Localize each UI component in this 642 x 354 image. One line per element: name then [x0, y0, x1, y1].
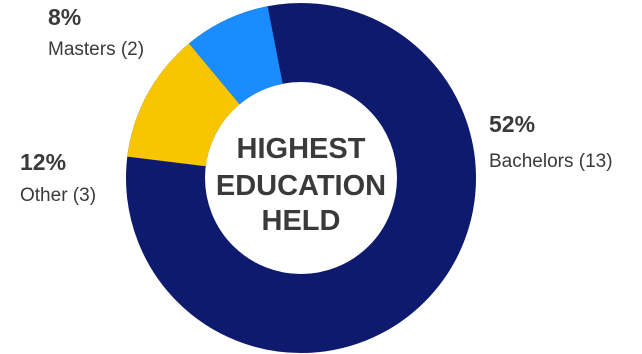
bachelors-count-label: Bachelors (13)	[489, 151, 613, 172]
donut-segment-masters	[188, 6, 283, 105]
center-title-line-2: EDUCATION	[216, 170, 386, 202]
center-title-line-3: HELD	[262, 205, 341, 237]
center-title-line-1: HIGHEST	[237, 133, 366, 165]
masters-count-label: Masters (2)	[48, 39, 144, 60]
other-percent-label: 12%	[20, 149, 66, 175]
donut-ring-base	[126, 3, 476, 353]
bachelors-percent-label: 52%	[489, 111, 535, 137]
masters-percent-label: 8%	[48, 4, 81, 30]
other-count-label: Other (3)	[20, 185, 96, 206]
donut-segment-other	[127, 43, 240, 167]
